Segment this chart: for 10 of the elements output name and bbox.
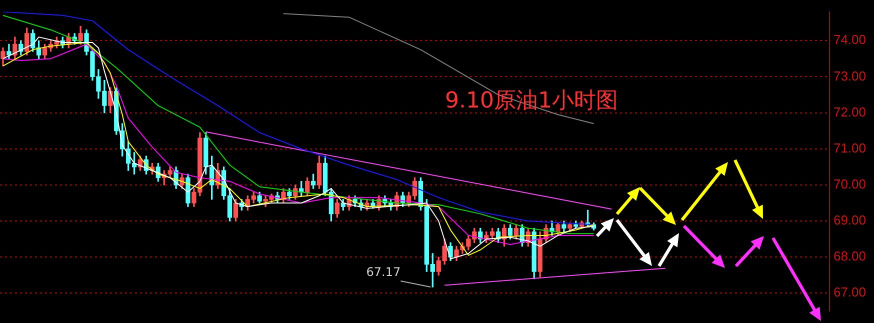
y-tick-label: 72.00 [833,104,866,120]
y-tick-label: 71.00 [833,140,866,156]
y-tick-label: 67.00 [833,284,866,300]
y-tick-label: 74.00 [833,32,866,48]
y-tick-label: 73.00 [833,68,866,84]
y-tick-label: 68.00 [833,248,866,264]
text: 9.10原油1小时图 [445,88,618,114]
y-tick-label: 69.00 [833,212,866,228]
y-tick-label: 70.00 [833,176,866,192]
annotation: 67.17 [366,265,401,280]
